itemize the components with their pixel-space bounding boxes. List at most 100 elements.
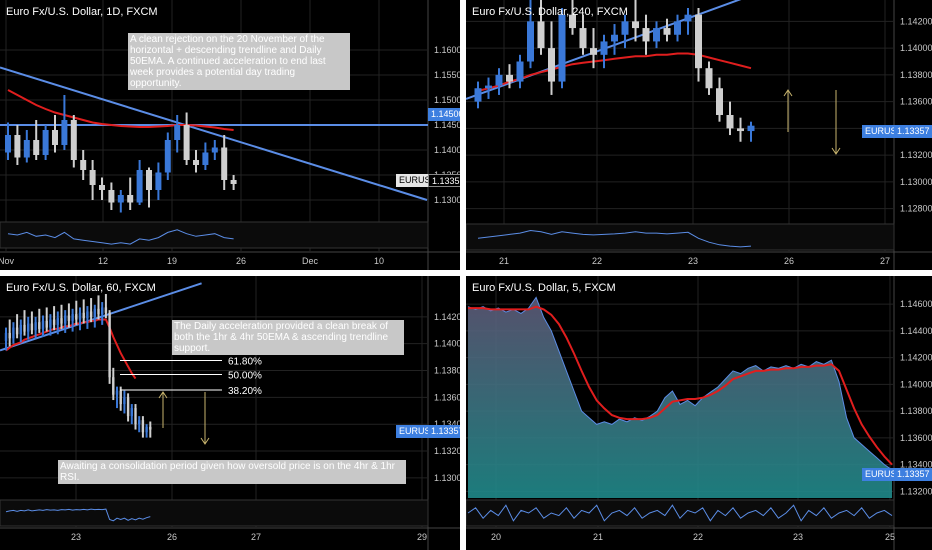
price-tag: 1.13357 bbox=[894, 468, 932, 481]
x-tick-label: 19 bbox=[167, 256, 177, 266]
y-tick-label: 1.13400 bbox=[900, 460, 932, 470]
candle-body bbox=[52, 130, 58, 145]
candle-body bbox=[211, 147, 218, 153]
x-tick-label: 23 bbox=[71, 532, 81, 542]
candle-body bbox=[130, 408, 133, 417]
candle-body bbox=[141, 420, 145, 433]
candle-body bbox=[642, 28, 650, 42]
y-tick-label: 1.14400 bbox=[900, 326, 932, 336]
price-tag: 1.13357 bbox=[428, 425, 460, 438]
candle-body bbox=[41, 320, 45, 329]
candle-body bbox=[230, 180, 237, 184]
y-tick-label: 1.13400 bbox=[434, 419, 460, 429]
y-tick-label: 1.13200 bbox=[900, 150, 932, 160]
chart-annotation: A clean rejection on the 20 November of … bbox=[128, 33, 350, 90]
price-tag: 1.13357 bbox=[894, 125, 932, 138]
candle-body bbox=[78, 312, 82, 320]
candle-body bbox=[27, 323, 30, 332]
y-tick-label: 1.13600 bbox=[434, 392, 460, 402]
candle-body bbox=[495, 74, 503, 86]
x-tick-label: 27 bbox=[880, 256, 890, 266]
candle-body bbox=[527, 21, 534, 62]
oscillator-pane bbox=[0, 221, 429, 249]
oscillator-pane bbox=[466, 499, 895, 527]
y-tick-label: 1.14200 bbox=[900, 16, 932, 26]
candle-body bbox=[705, 68, 713, 89]
down-arrow-head bbox=[200, 437, 210, 445]
x-tick-label: 23 bbox=[688, 256, 698, 266]
candle-body bbox=[45, 320, 48, 328]
y-tick-label: 1.14000 bbox=[900, 43, 932, 53]
candle-body bbox=[123, 397, 126, 405]
candle-body bbox=[49, 319, 52, 328]
candle-body bbox=[621, 21, 629, 35]
candle-body bbox=[684, 14, 692, 22]
candle-body bbox=[146, 170, 152, 190]
candle-body bbox=[89, 170, 96, 185]
level-tag: 1.14500 bbox=[428, 108, 460, 121]
oscillator-line bbox=[7, 229, 234, 245]
chart-panel-5m[interactable]: 1.14600 1.14400 1.14200 1.14000 1.13800 1.136… bbox=[466, 276, 932, 550]
candle-body bbox=[674, 21, 681, 35]
candle-body bbox=[537, 21, 545, 49]
candle-body bbox=[71, 314, 74, 321]
candle-body bbox=[136, 170, 143, 203]
x-tick-label: 21 bbox=[593, 532, 603, 542]
candle-body bbox=[8, 332, 11, 339]
candle-body bbox=[52, 319, 56, 325]
candle-body bbox=[569, 14, 576, 29]
candle-body bbox=[119, 390, 122, 405]
down-arrow-head bbox=[831, 147, 841, 155]
x-tick-label: Dec bbox=[302, 256, 319, 266]
y-tick-label: 1.13200 bbox=[434, 446, 460, 456]
descending-trendline bbox=[0, 66, 428, 201]
candle-body bbox=[30, 323, 34, 331]
y-tick-label: 1.16000 bbox=[434, 45, 460, 55]
candle-body bbox=[97, 308, 100, 315]
chart-daily: 1.160001.155001.150001.145001.140001.135… bbox=[0, 0, 460, 270]
candle-body bbox=[12, 327, 15, 339]
chart-panel-daily[interactable]: 1.160001.155001.150001.145001.140001.135… bbox=[0, 0, 460, 270]
candle-body bbox=[104, 307, 108, 313]
oscillator-line bbox=[477, 229, 752, 248]
candle-body bbox=[112, 377, 115, 395]
candle-body bbox=[67, 315, 71, 321]
candle-body bbox=[716, 88, 723, 115]
candle-body bbox=[516, 61, 524, 82]
candle-body bbox=[23, 140, 30, 158]
candle-body bbox=[115, 390, 119, 395]
y-tick-label: 1.13800 bbox=[434, 366, 460, 376]
chart-title: Euro Fx/U.S. Dollar, 1D, FXCM bbox=[6, 6, 158, 18]
chart-panel-1h[interactable]: 1.14200 1.14000 1.13800 1.13600 1.13400 1.132… bbox=[0, 276, 460, 550]
candle-body bbox=[5, 135, 11, 153]
candle-body bbox=[632, 21, 639, 29]
y-tick-label: 1.13600 bbox=[900, 433, 932, 443]
candle-body bbox=[600, 41, 608, 55]
chart-1h: 1.14200 1.14000 1.13800 1.13600 1.13400 1.132… bbox=[0, 276, 460, 550]
x-tick-label: 26 bbox=[236, 256, 246, 266]
candle-body bbox=[127, 195, 134, 203]
fib-level-label: 61.80% bbox=[228, 356, 262, 367]
y-tick-label: 1.14600 bbox=[900, 299, 932, 309]
y-tick-label: 1.13600 bbox=[900, 97, 932, 107]
price-tag: 1.13357 bbox=[428, 174, 460, 187]
candle-body bbox=[474, 88, 482, 102]
oscillator-line bbox=[467, 504, 893, 522]
candle-body bbox=[75, 314, 78, 320]
x-tick-label: 26 bbox=[784, 256, 794, 266]
chart-annotation-break: The Daily acceleration provided a clean … bbox=[172, 320, 404, 355]
chart-panel-4h[interactable]: 1.142001.140001.138001.136001.134001.132… bbox=[466, 0, 932, 270]
y-tick-label: 1.14000 bbox=[434, 339, 460, 349]
ema-line bbox=[468, 305, 893, 466]
candle-body bbox=[117, 195, 124, 203]
y-tick-label: 1.14500 bbox=[434, 120, 460, 130]
chart-title: Euro Fx/U.S. Dollar, 60, FXCM bbox=[6, 282, 156, 294]
chart-annotation-consolidation: Awaiting a consolidation period given ho… bbox=[58, 460, 406, 484]
x-tick-label: 22 bbox=[693, 532, 703, 542]
candle-body bbox=[101, 307, 104, 315]
y-tick-label: 1.15000 bbox=[434, 95, 460, 105]
y-tick-label: 1.14000 bbox=[434, 145, 460, 155]
candle-body bbox=[138, 420, 141, 425]
candle-body bbox=[126, 397, 130, 417]
candle-body bbox=[61, 120, 68, 145]
